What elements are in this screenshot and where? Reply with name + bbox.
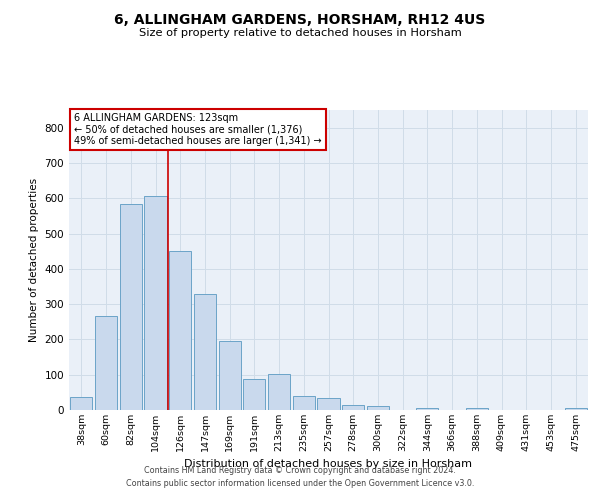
Bar <box>119 204 142 410</box>
Text: 6 ALLINGHAM GARDENS: 123sqm
← 50% of detached houses are smaller (1,376)
49% of : 6 ALLINGHAM GARDENS: 123sqm ← 50% of det… <box>74 113 322 146</box>
Bar <box>95 316 117 410</box>
Bar <box>70 396 92 410</box>
Bar <box>145 196 167 410</box>
Bar <box>293 396 315 410</box>
Text: Size of property relative to detached houses in Horsham: Size of property relative to detached ho… <box>139 28 461 38</box>
Bar <box>317 398 340 410</box>
Bar <box>565 408 587 410</box>
Bar <box>218 341 241 410</box>
X-axis label: Distribution of detached houses by size in Horsham: Distribution of detached houses by size … <box>185 460 473 469</box>
Bar <box>268 374 290 410</box>
Bar <box>194 294 216 410</box>
Text: 6, ALLINGHAM GARDENS, HORSHAM, RH12 4US: 6, ALLINGHAM GARDENS, HORSHAM, RH12 4US <box>115 12 485 26</box>
Text: Contains HM Land Registry data © Crown copyright and database right 2024.
Contai: Contains HM Land Registry data © Crown c… <box>126 466 474 487</box>
Bar <box>416 408 439 410</box>
Bar <box>367 406 389 410</box>
Y-axis label: Number of detached properties: Number of detached properties <box>29 178 39 342</box>
Bar <box>466 408 488 410</box>
Bar <box>169 251 191 410</box>
Bar <box>243 379 265 410</box>
Bar <box>342 406 364 410</box>
